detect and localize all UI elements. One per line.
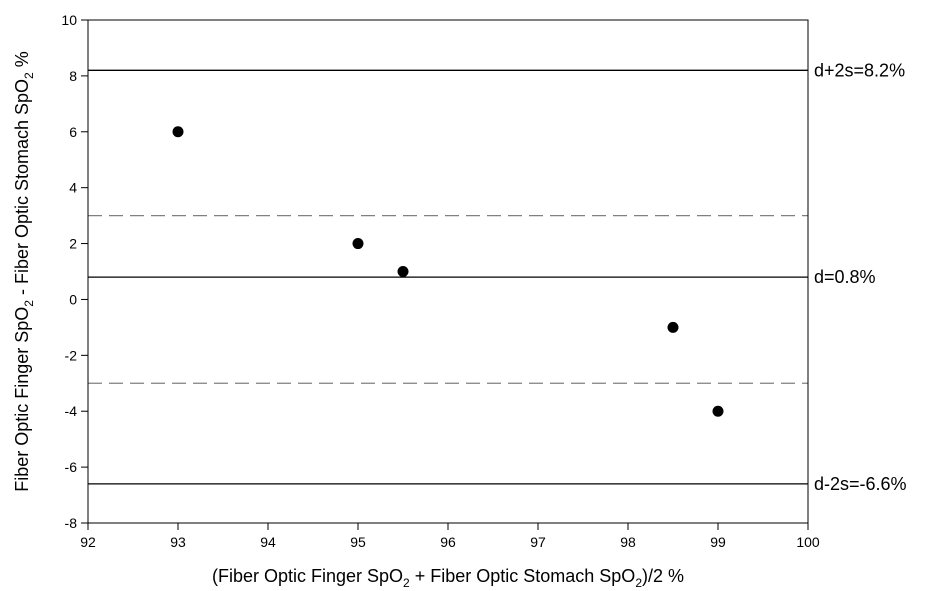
- y-axis-title: Fiber Optic Finger SpO2 - Fiber Optic St…: [12, 51, 36, 492]
- reference-line-label: d+2s=8.2%: [814, 60, 905, 80]
- data-point: [667, 321, 679, 333]
- x-axis-title: (Fiber Optic Finger SpO2 + Fiber Optic S…: [212, 566, 684, 590]
- x-tick-label: 98: [620, 534, 636, 550]
- y-tick-label: -6: [65, 459, 78, 475]
- x-tick-label: 97: [530, 534, 546, 550]
- data-point: [352, 238, 364, 250]
- data-point: [172, 126, 184, 138]
- y-tick-label: 10: [61, 12, 77, 28]
- y-tick-label: 4: [69, 180, 77, 196]
- y-tick-label: 6: [69, 124, 77, 140]
- y-tick-label: -4: [65, 403, 78, 419]
- x-tick-label: 95: [350, 534, 366, 550]
- x-tick-label: 96: [440, 534, 456, 550]
- reference-line-label: d-2s=-6.6%: [814, 474, 907, 494]
- y-tick-label: -8: [65, 515, 78, 531]
- y-tick-label: 8: [69, 68, 77, 84]
- x-tick-label: 94: [260, 534, 276, 550]
- x-tick-label: 92: [80, 534, 96, 550]
- reference-line-labels: d+2s=8.2% d=0.8% d-2s=-6.6%: [814, 60, 907, 494]
- y-tick-label: -2: [65, 347, 78, 363]
- y-axis-ticks: -8 -6 -4 -2 0 2 4 6 8 10: [61, 12, 88, 531]
- y-tick-label: 2: [69, 236, 77, 252]
- reference-lines: [88, 69, 808, 485]
- data-points: [172, 126, 724, 417]
- data-point: [712, 405, 724, 417]
- x-tick-label: 100: [796, 534, 820, 550]
- plot-area-frame: [87, 19, 809, 524]
- x-axis-ticks: 92 93 94 95 96 97 98 99 100: [80, 523, 820, 550]
- y-tick-label: 0: [69, 291, 77, 307]
- data-point: [397, 266, 409, 277]
- x-tick-label: 99: [710, 534, 726, 550]
- reference-line-label: d=0.8%: [814, 267, 876, 287]
- x-tick-label: 93: [170, 534, 186, 550]
